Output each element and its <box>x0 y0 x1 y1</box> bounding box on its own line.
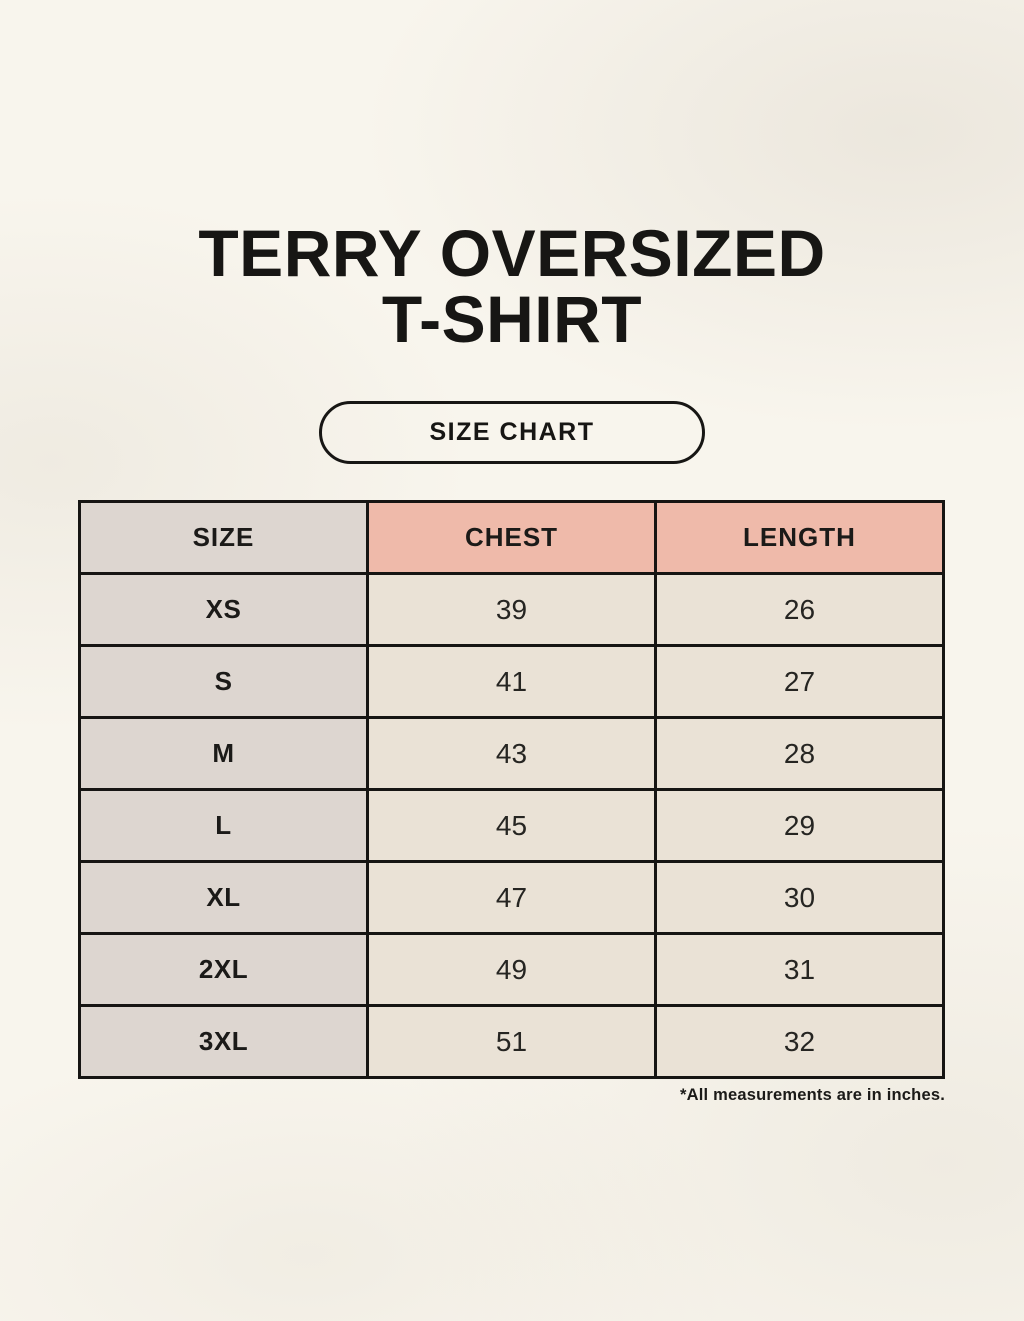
chest-value: 43 <box>366 716 657 791</box>
table-row: XL 47 30 <box>78 860 945 935</box>
chest-value: 45 <box>366 788 657 863</box>
length-value: 32 <box>654 1004 945 1079</box>
chest-value: 51 <box>366 1004 657 1079</box>
length-value: 28 <box>654 716 945 791</box>
length-value: 31 <box>654 932 945 1007</box>
table-row: L 45 29 <box>78 788 945 863</box>
size-chart-button[interactable]: SIZE CHART <box>319 401 705 464</box>
table-header-row: SIZE CHEST LENGTH <box>78 500 945 575</box>
table-row: 3XL 51 32 <box>78 1004 945 1079</box>
page-title-line1: TERRY OVERSIZED <box>198 216 826 290</box>
size-chart-table: SIZE CHEST LENGTH XS 39 26 S 41 27 M <box>78 500 945 1079</box>
length-value: 27 <box>654 644 945 719</box>
size-label: XS <box>78 572 369 647</box>
column-header-chest: CHEST <box>366 500 657 575</box>
table-row: M 43 28 <box>78 716 945 791</box>
chest-value: 41 <box>366 644 657 719</box>
chest-value: 49 <box>366 932 657 1007</box>
table-row: S 41 27 <box>78 644 945 719</box>
size-label: M <box>78 716 369 791</box>
size-label: 3XL <box>78 1004 369 1079</box>
size-label: XL <box>78 860 369 935</box>
chest-value: 39 <box>366 572 657 647</box>
length-value: 29 <box>654 788 945 863</box>
chest-value: 47 <box>366 860 657 935</box>
column-header-length: LENGTH <box>654 500 945 575</box>
table-row: XS 39 26 <box>78 572 945 647</box>
measurements-footnote: *All measurements are in inches. <box>679 1086 945 1104</box>
page-title-line2: T-SHIRT <box>381 282 643 356</box>
column-header-size: SIZE <box>78 500 369 575</box>
size-label: L <box>78 788 369 863</box>
size-label: 2XL <box>78 932 369 1007</box>
size-chart-table-container: SIZE CHEST LENGTH XS 39 26 S 41 27 M <box>78 500 945 1105</box>
page-title: TERRY OVERSIZED T-SHIRT <box>0 220 1024 352</box>
length-value: 30 <box>654 860 945 935</box>
size-label: S <box>78 644 369 719</box>
table-row: 2XL 49 31 <box>78 932 945 1007</box>
length-value: 26 <box>654 572 945 647</box>
